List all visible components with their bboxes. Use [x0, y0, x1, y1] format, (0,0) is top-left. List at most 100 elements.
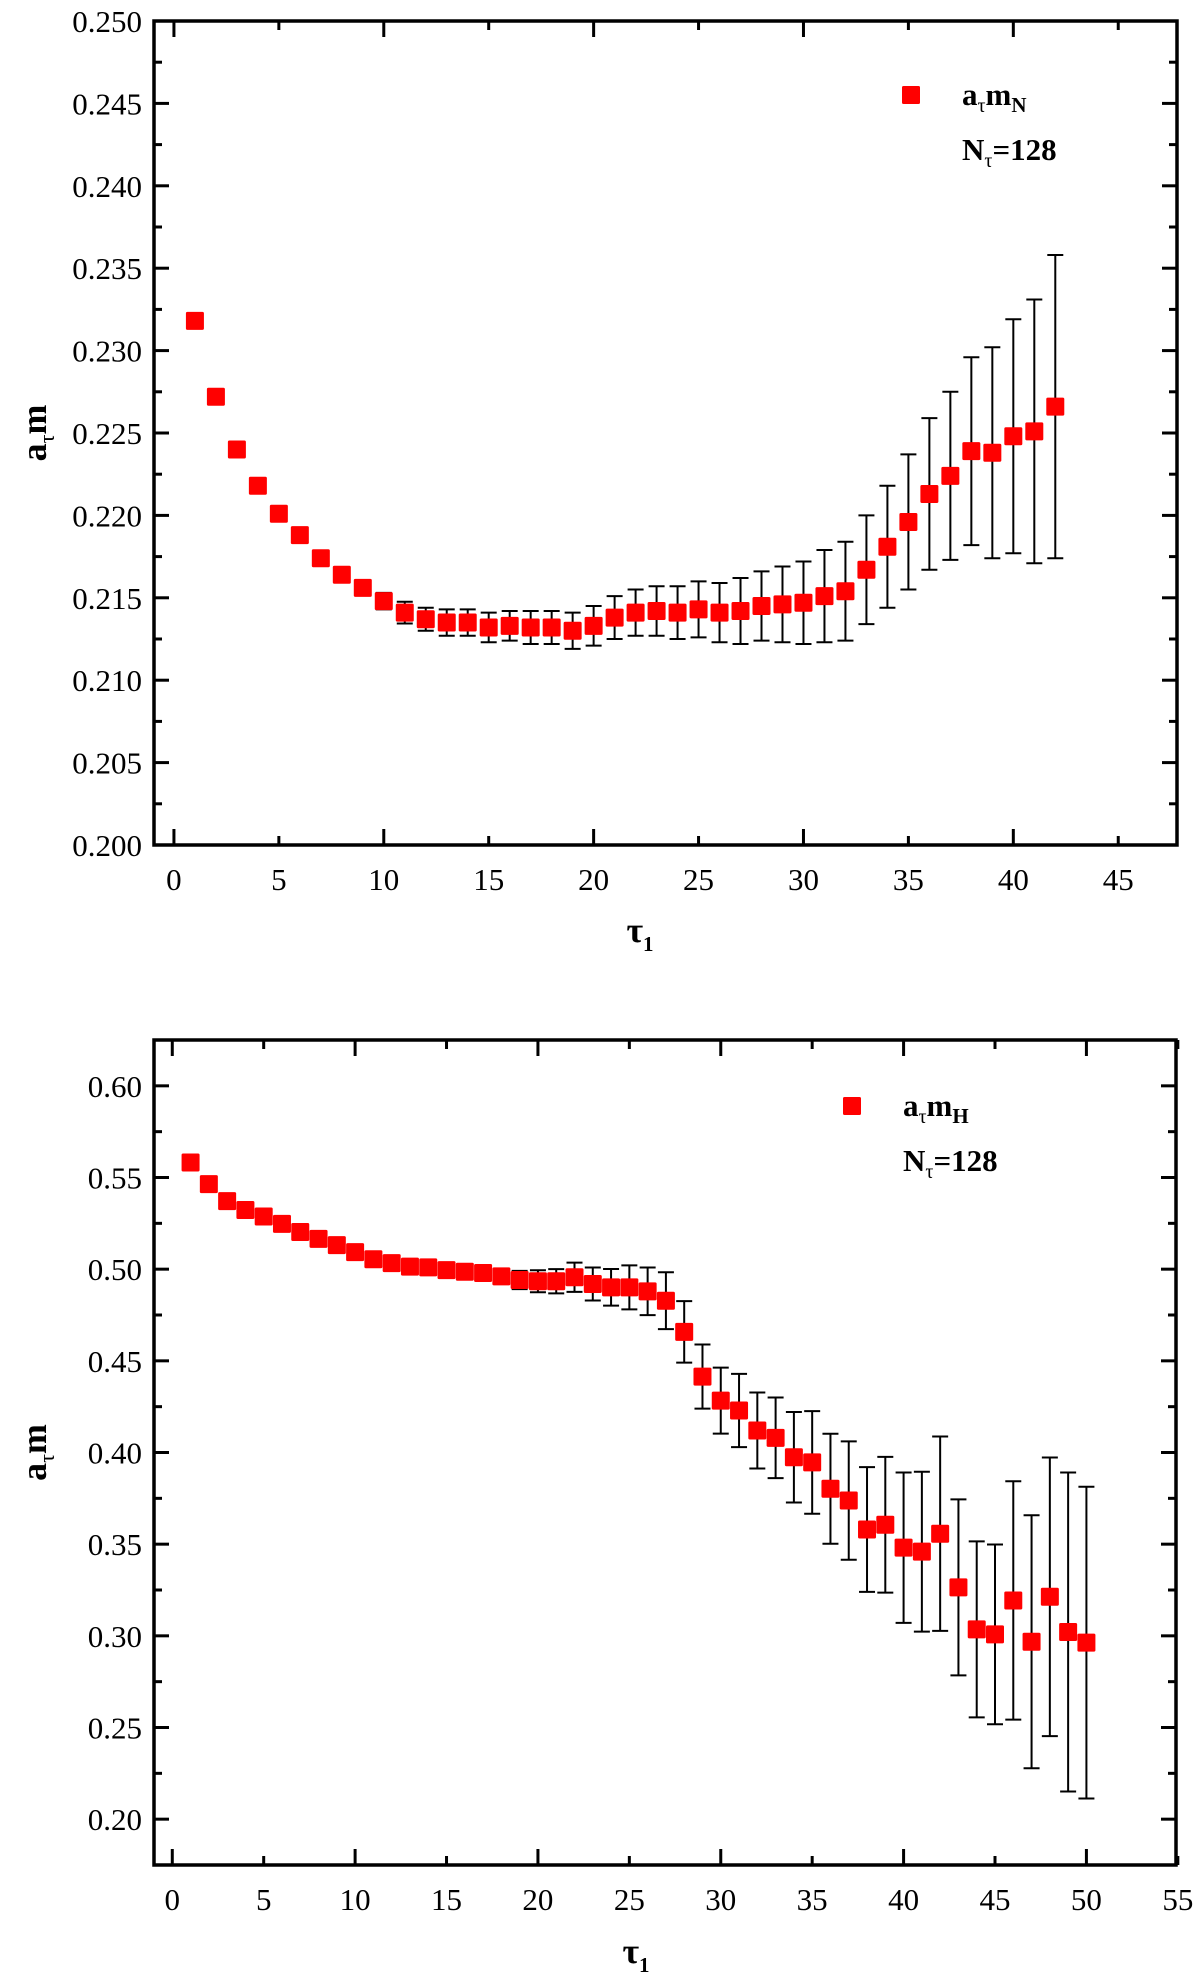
- data-point: [382, 1254, 401, 1273]
- data-point: [1004, 427, 1023, 446]
- data-point: [858, 1520, 877, 1539]
- data-point: [181, 1153, 200, 1172]
- data-point: [773, 595, 792, 614]
- x-tick-label: 10: [340, 1882, 371, 1917]
- data-point: [565, 1268, 584, 1287]
- y-axis: 0.20 0.25 0.30 0.35 0.40 0.45 0.50 0.55 0.60: [88, 1038, 1176, 1867]
- data-point: [332, 565, 351, 584]
- data-point: [455, 1262, 474, 1281]
- x-axis-title-main: τ: [622, 1931, 639, 1971]
- data-point: [364, 1250, 383, 1269]
- y-axis-title: aτm: [14, 1424, 59, 1481]
- data-point: [894, 1538, 913, 1557]
- y-axis-title-tail: m: [14, 1424, 54, 1454]
- data-point: [327, 1236, 346, 1255]
- data-point: [416, 610, 435, 629]
- x-tick-label: 45: [1103, 862, 1134, 897]
- data-point: [752, 597, 771, 616]
- y-tick-label: 0.50: [88, 1252, 142, 1287]
- x-tick-label: 55: [1162, 1882, 1193, 1917]
- x-tick-label: 45: [980, 1882, 1011, 1917]
- x-tick-label: 20: [578, 862, 609, 897]
- data-point: [1025, 422, 1044, 441]
- legend-note-sub: τ: [984, 150, 992, 172]
- x-tick-label: 35: [797, 1882, 828, 1917]
- data-point: [185, 311, 204, 330]
- data-point: [967, 1620, 986, 1639]
- y-axis: 0.200 0.205 0.210 0.215 0.220 0.225 0.230 0.235…: [72, 4, 1177, 863]
- x-tick-label: 50: [1071, 1882, 1102, 1917]
- data-point: [784, 1448, 803, 1467]
- data-point: [986, 1625, 1005, 1644]
- y-tick-label: 0.20: [88, 1802, 142, 1837]
- x-axis-title: τ1: [626, 910, 653, 956]
- data-point: [437, 1261, 456, 1280]
- data-point: [839, 1491, 858, 1510]
- y-tick-label: 0.35: [88, 1527, 142, 1562]
- y-tick-label: 0.225: [72, 416, 142, 451]
- data-point: [374, 592, 393, 611]
- data-point: [962, 442, 981, 461]
- data-point: [711, 1391, 730, 1410]
- data-point: [583, 1275, 602, 1294]
- x-axis-title: τ1: [622, 1931, 649, 1977]
- x-axis: 0 5 10 15 20 25 30 35 40 45 50 55: [165, 1040, 1193, 1917]
- data-point: [248, 476, 267, 495]
- legend-marker: [843, 1097, 861, 1115]
- x-tick-label: 30: [705, 1882, 736, 1917]
- data-point: [878, 537, 897, 556]
- legend-note-sub: τ: [925, 1161, 933, 1183]
- x-tick-label: 5: [256, 1882, 272, 1917]
- y-tick-label: 0.215: [72, 581, 142, 616]
- x-tick-label: 40: [998, 862, 1029, 897]
- x-axis-title-main: τ: [626, 910, 643, 950]
- data-point: [748, 1421, 767, 1440]
- data-point: [400, 1257, 419, 1276]
- data-point: [547, 1272, 566, 1291]
- data-point: [1004, 1591, 1023, 1610]
- data-point: [656, 1291, 675, 1310]
- legend-series-sub1: τ: [919, 1106, 927, 1128]
- y-axis-title: aτm: [14, 405, 59, 462]
- x-axis-title-sub: 1: [639, 1953, 650, 1977]
- legend-note: Nτ=128: [962, 132, 1057, 172]
- data-point: [206, 387, 225, 406]
- x-axis: 0 5 10 15 20 25 30 35 40 45: [166, 21, 1134, 897]
- data-point: [395, 603, 414, 622]
- legend-note-tail: =128: [933, 1143, 997, 1178]
- data-point: [419, 1258, 438, 1277]
- data-point: [857, 560, 876, 579]
- plot-frame: [152, 1038, 1178, 1867]
- legend-series-sub1: τ: [978, 95, 986, 117]
- data-point: [876, 1515, 895, 1534]
- legend-series-mid: m: [986, 77, 1012, 112]
- y-axis-title-main: a: [14, 1463, 54, 1481]
- data-point: [626, 603, 645, 622]
- x-tick-label: 25: [683, 862, 714, 897]
- y-tick-label: 0.210: [72, 663, 142, 698]
- data-series: [181, 1153, 1096, 1800]
- y-tick-label: 0.230: [72, 334, 142, 369]
- data-point: [821, 1479, 840, 1498]
- data-point: [983, 443, 1002, 462]
- y-tick-label: 0.60: [88, 1069, 142, 1104]
- data-point: [346, 1243, 365, 1262]
- data-point: [479, 618, 498, 637]
- data-point: [605, 608, 624, 627]
- y-tick-label: 0.25: [88, 1711, 142, 1746]
- data-point: [254, 1207, 273, 1226]
- chart-bottom-h-mass: 0 5 10 15 20 25 30 35 40 45 50 550.200.250.300.350.…: [14, 1038, 1193, 1977]
- y-axis-title-tail: m: [14, 405, 54, 435]
- y-axis-title-main: a: [14, 443, 54, 461]
- data-point: [542, 618, 561, 637]
- data-point: [269, 504, 288, 523]
- data-point: [227, 440, 246, 459]
- data-point: [199, 1175, 218, 1194]
- data-point: [941, 466, 960, 485]
- y-tick-label: 0.240: [72, 169, 142, 204]
- y-axis-title-sub: τ: [34, 1454, 59, 1463]
- y-tick-label: 0.45: [88, 1344, 142, 1379]
- data-point: [693, 1367, 712, 1386]
- x-tick-label: 10: [368, 862, 399, 897]
